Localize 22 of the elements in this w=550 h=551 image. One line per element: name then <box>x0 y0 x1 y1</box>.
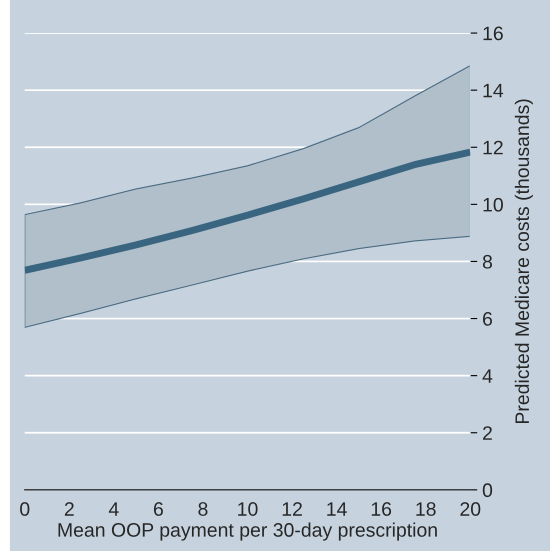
y-tick-label: 16 <box>484 26 503 40</box>
x-tick-label: 0 <box>20 502 30 516</box>
y-tick-label: 4 <box>482 369 492 383</box>
x-tick-label: 6 <box>154 502 163 516</box>
x-tick-label: 20 <box>460 502 480 516</box>
x-tick-label: 8 <box>198 502 208 516</box>
x-tick-label: 12 <box>282 502 302 516</box>
y-tick-label: 0 <box>482 483 492 498</box>
y-tick-label: 8 <box>482 254 492 269</box>
y-tick-label: 2 <box>483 426 492 440</box>
y-tick-label: 6 <box>483 312 492 326</box>
y-tick-label: 12 <box>484 140 503 154</box>
x-tick-label: 10 <box>238 502 258 516</box>
y-axis-title: Predicted Medicare costs (thousands) <box>514 99 533 424</box>
y-tick-label: 10 <box>484 198 503 212</box>
x-tick-label: 18 <box>416 502 436 516</box>
x-tick-label: 14 <box>327 502 347 516</box>
y-tick-label: 14 <box>484 84 504 98</box>
x-tick-label: 16 <box>372 502 392 516</box>
x-axis-title: Mean OOP payment per 30-day prescription <box>58 522 437 541</box>
x-tick-label: 4 <box>108 502 119 516</box>
x-tick-label: 2 <box>64 502 74 516</box>
